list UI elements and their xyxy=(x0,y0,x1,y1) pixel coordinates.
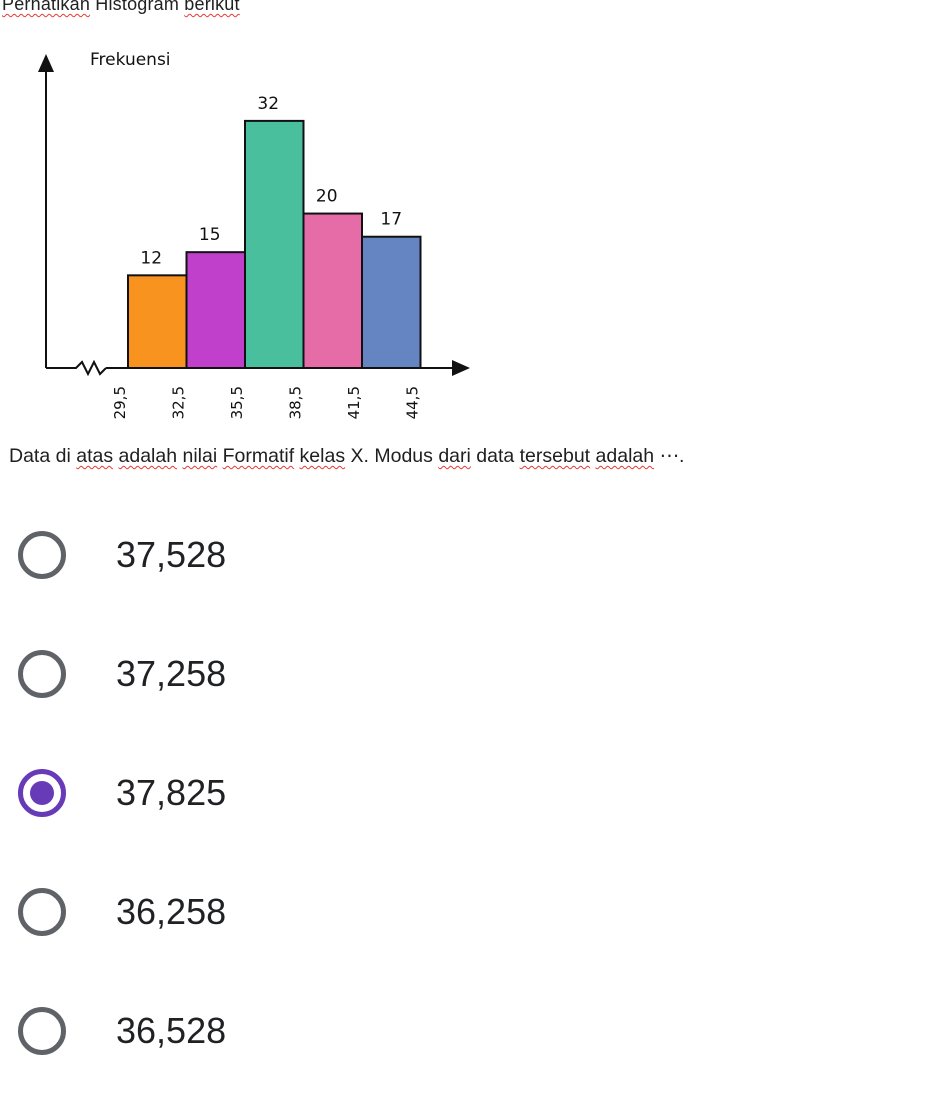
x-tick-label: 29,5 xyxy=(111,386,129,419)
bar-value-label: 17 xyxy=(380,210,402,230)
histogram-bar xyxy=(127,274,188,369)
answer-option-label: 37,528 xyxy=(116,534,227,575)
question-word: Formatif xyxy=(222,445,295,467)
radio-unchecked-icon[interactable] xyxy=(18,1007,66,1055)
heading-word: berikut xyxy=(184,0,240,14)
question-word: data xyxy=(476,445,515,467)
x-tick-label: 32,5 xyxy=(170,386,188,419)
bar-value-label: 12 xyxy=(140,248,162,268)
histogram-chart: Frekuensi 12 15 32 20 17 29,5 32,5 35,5 38,5 41,… xyxy=(0,40,520,430)
histogram-heading: Perhatikan Histogram berikut xyxy=(2,0,240,15)
x-axis-arrow-icon xyxy=(452,360,470,376)
bar-value-label: 15 xyxy=(199,225,221,245)
radio-unchecked-icon[interactable] xyxy=(18,650,66,698)
heading-word: Perhatikan xyxy=(2,0,91,14)
axis-break-icon xyxy=(46,359,107,377)
histogram-bar xyxy=(302,212,363,369)
radio-unchecked-icon[interactable] xyxy=(18,888,66,936)
radio-unchecked-icon[interactable] xyxy=(18,531,66,579)
answer-option-label: 37,258 xyxy=(116,653,227,694)
answer-option[interactable]: 36,528 xyxy=(0,976,943,1086)
y-axis-arrow-icon xyxy=(38,54,54,72)
question-word: adalah xyxy=(595,445,655,467)
x-tick-label: 41,5 xyxy=(345,386,363,419)
question-word: tersebut xyxy=(519,445,591,467)
question-text: Data di atas adalah nilai Formatif kelas… xyxy=(9,444,684,468)
histogram-svg: Frekuensi 12 15 32 20 17 29,5 32,5 35,5 38,5 41,… xyxy=(38,50,470,419)
question-word: adalah xyxy=(118,445,178,467)
answer-option[interactable]: 37,258 xyxy=(0,619,943,729)
answer-option-label: 37,825 xyxy=(116,772,227,813)
answer-option[interactable]: 36,258 xyxy=(0,857,943,967)
x-tick-label: 38,5 xyxy=(287,386,305,419)
bar-value-label: 20 xyxy=(316,187,338,207)
histogram-bar xyxy=(361,235,422,369)
bar-value-label: 32 xyxy=(257,94,279,114)
answer-option-label: 36,258 xyxy=(116,891,227,932)
question-word: di xyxy=(55,445,71,467)
answer-option[interactable]: 37,528 xyxy=(0,500,943,610)
heading-word: Histogram xyxy=(95,0,180,14)
radio-checked-icon[interactable] xyxy=(18,769,66,817)
histogram-bar xyxy=(244,119,305,369)
question-word: nilai xyxy=(182,445,218,467)
question-word: X. xyxy=(350,445,369,467)
x-tick-label: 44,5 xyxy=(404,386,422,419)
y-axis-label: Frekuensi xyxy=(90,50,171,70)
question-word: Modus xyxy=(374,445,433,467)
histogram-bar xyxy=(185,251,246,370)
answer-option-label: 36,528 xyxy=(116,1010,227,1051)
question-word: Data xyxy=(9,445,51,467)
answer-option[interactable]: 37,825 xyxy=(0,738,943,848)
question-word: kelas xyxy=(299,445,346,467)
question-word: atas xyxy=(76,445,114,467)
question-word: ⋯. xyxy=(659,445,685,467)
x-tick-label: 35,5 xyxy=(228,386,246,419)
question-word: dari xyxy=(438,445,471,467)
